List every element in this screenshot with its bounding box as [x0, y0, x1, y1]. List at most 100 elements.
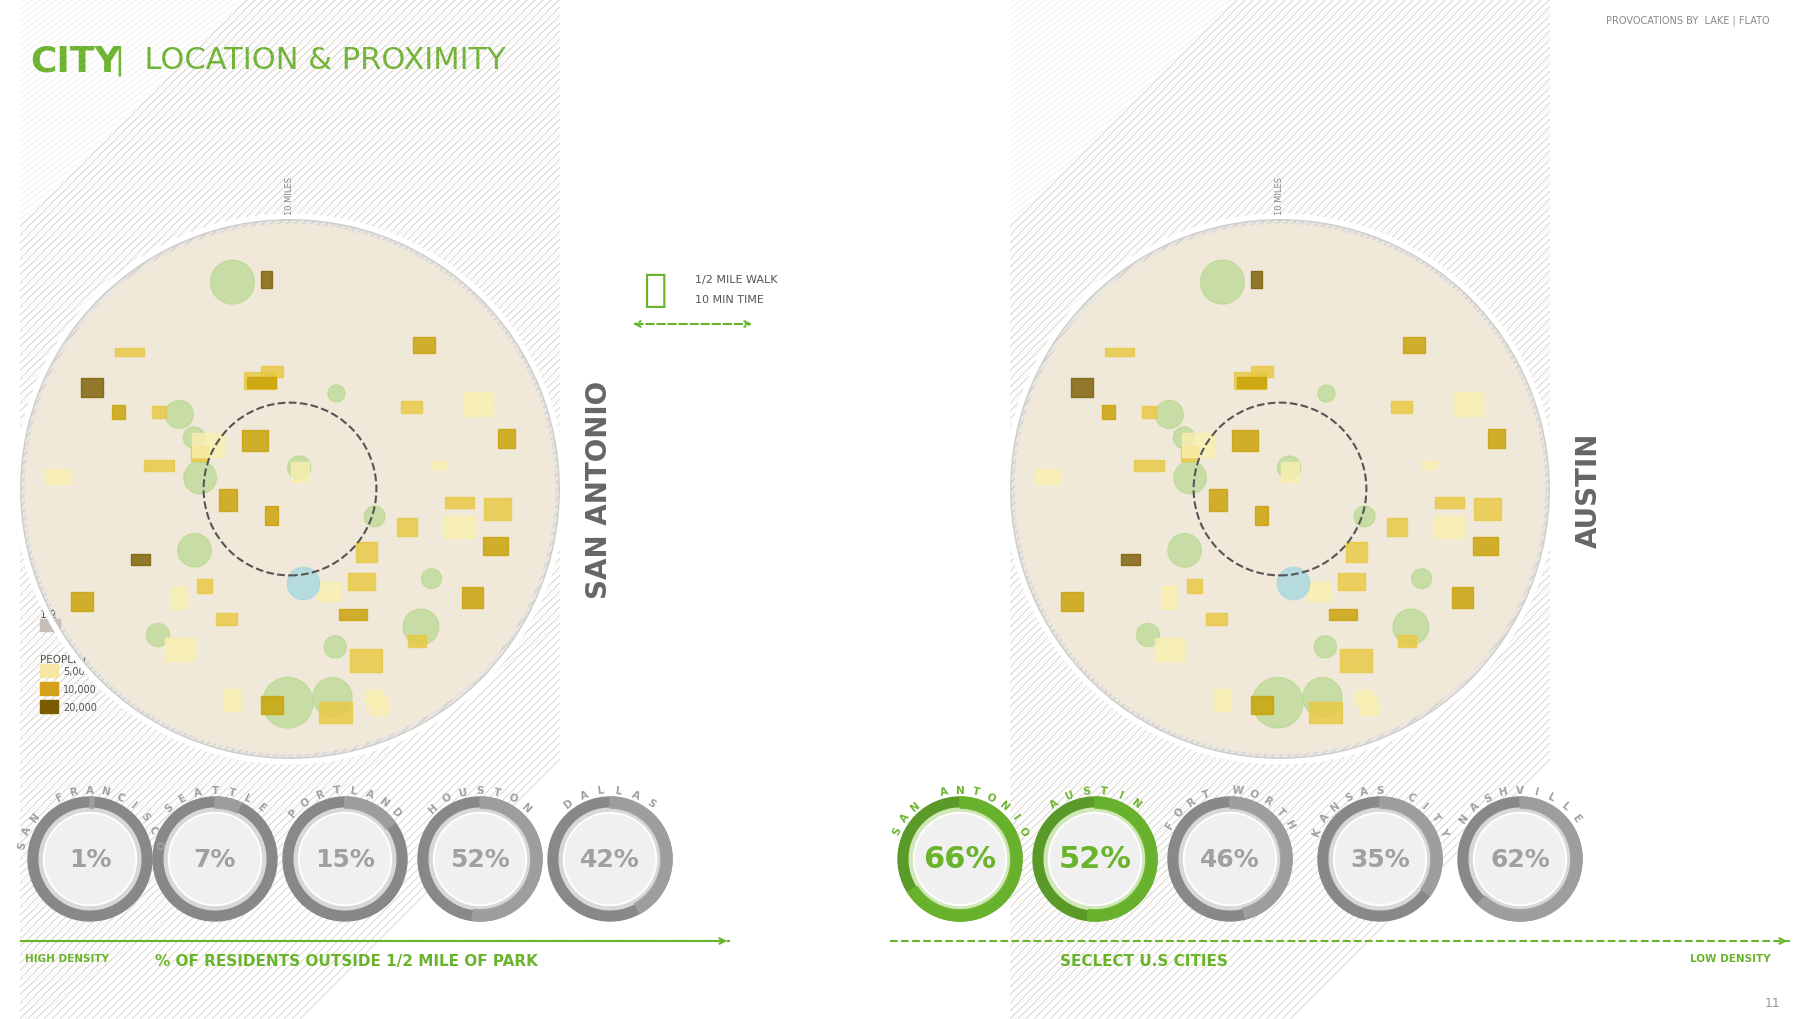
FancyBboxPatch shape — [1391, 401, 1413, 413]
Text: I: I — [1118, 790, 1125, 800]
Circle shape — [565, 814, 655, 904]
Circle shape — [153, 797, 277, 921]
Circle shape — [1156, 401, 1183, 429]
Text: % OF RESIDENTS OUTSIDE 1/2 MILE OF PARK: % OF RESIDENTS OUTSIDE 1/2 MILE OF PARK — [155, 953, 538, 968]
Text: P: P — [288, 807, 299, 819]
Text: D: D — [391, 806, 403, 819]
Circle shape — [43, 813, 137, 906]
Circle shape — [20, 220, 560, 759]
Text: I: I — [1420, 801, 1429, 811]
Text: N: N — [956, 785, 965, 795]
FancyBboxPatch shape — [1337, 573, 1364, 590]
Text: I: I — [1010, 813, 1021, 821]
Circle shape — [1015, 225, 1544, 754]
Circle shape — [1303, 678, 1343, 717]
Text: 10,000: 10,000 — [63, 685, 97, 694]
Text: HIGH DENSITY: HIGH DENSITY — [25, 953, 110, 963]
Circle shape — [418, 797, 542, 921]
FancyBboxPatch shape — [1422, 461, 1436, 470]
Text: L: L — [1559, 801, 1571, 812]
Circle shape — [1010, 220, 1550, 759]
Text: L: L — [243, 792, 252, 804]
FancyBboxPatch shape — [112, 406, 124, 420]
Circle shape — [563, 813, 657, 906]
FancyBboxPatch shape — [1454, 393, 1481, 416]
Text: O: O — [1017, 825, 1030, 837]
Circle shape — [1334, 813, 1426, 906]
Circle shape — [288, 568, 320, 600]
Circle shape — [164, 808, 266, 910]
Circle shape — [1278, 457, 1301, 480]
Circle shape — [166, 401, 193, 429]
FancyBboxPatch shape — [261, 367, 283, 377]
Text: 52%: 52% — [1058, 845, 1132, 873]
Circle shape — [263, 678, 313, 729]
Text: A: A — [364, 788, 374, 800]
FancyBboxPatch shape — [356, 542, 376, 562]
FancyBboxPatch shape — [1035, 470, 1062, 485]
Circle shape — [1136, 624, 1159, 647]
Polygon shape — [907, 797, 1022, 921]
Circle shape — [29, 797, 151, 921]
FancyBboxPatch shape — [1251, 367, 1273, 377]
FancyBboxPatch shape — [443, 517, 473, 539]
Text: T: T — [227, 786, 236, 798]
Text: T: T — [1201, 788, 1211, 800]
Text: 10 MILES: 10 MILES — [1276, 177, 1285, 215]
FancyBboxPatch shape — [445, 498, 473, 508]
FancyBboxPatch shape — [223, 689, 241, 711]
Text: O: O — [153, 840, 164, 850]
Text: V: V — [1516, 785, 1525, 795]
Text: L: L — [598, 785, 605, 796]
FancyBboxPatch shape — [261, 271, 272, 289]
Text: A: A — [193, 786, 203, 798]
FancyBboxPatch shape — [261, 696, 283, 714]
Text: A: A — [22, 824, 32, 836]
Text: U: U — [1064, 789, 1075, 801]
Text: 15%: 15% — [315, 847, 374, 871]
Circle shape — [1476, 814, 1564, 904]
FancyBboxPatch shape — [1472, 538, 1498, 555]
Text: O: O — [299, 795, 313, 808]
Polygon shape — [90, 797, 94, 808]
Text: 11: 11 — [1764, 996, 1780, 1009]
Text: T: T — [491, 786, 502, 798]
FancyBboxPatch shape — [1309, 583, 1330, 601]
Text: N: N — [378, 795, 391, 808]
Polygon shape — [346, 797, 396, 829]
Circle shape — [1051, 814, 1139, 904]
FancyBboxPatch shape — [1143, 407, 1156, 418]
Text: N: N — [101, 786, 112, 798]
Text: F: F — [1165, 819, 1175, 830]
Circle shape — [1168, 534, 1201, 568]
Text: PEOPLE / SQ. MI: PEOPLE / SQ. MI — [40, 654, 122, 664]
FancyBboxPatch shape — [1309, 702, 1341, 723]
Circle shape — [1044, 808, 1147, 910]
Text: S: S — [162, 801, 175, 814]
Circle shape — [1458, 797, 1582, 921]
Text: E: E — [256, 802, 268, 814]
FancyBboxPatch shape — [371, 698, 387, 715]
Text: 20,000: 20,000 — [63, 702, 97, 712]
Circle shape — [40, 808, 140, 910]
FancyBboxPatch shape — [1251, 271, 1262, 289]
Text: R: R — [1262, 795, 1274, 808]
FancyBboxPatch shape — [1341, 649, 1372, 673]
Circle shape — [184, 428, 205, 449]
Circle shape — [171, 814, 259, 904]
Text: OUTSIDE: OUTSIDE — [65, 621, 108, 631]
Text: C: C — [115, 791, 126, 803]
FancyBboxPatch shape — [1328, 609, 1357, 620]
Circle shape — [1328, 808, 1431, 910]
FancyBboxPatch shape — [1433, 517, 1463, 539]
Circle shape — [313, 678, 353, 717]
FancyBboxPatch shape — [1435, 498, 1463, 508]
FancyBboxPatch shape — [499, 430, 515, 448]
Circle shape — [328, 385, 346, 403]
Text: A: A — [1359, 786, 1370, 798]
Circle shape — [324, 636, 346, 658]
FancyBboxPatch shape — [1489, 430, 1505, 448]
FancyBboxPatch shape — [463, 588, 482, 608]
FancyBboxPatch shape — [1121, 554, 1139, 566]
Circle shape — [288, 457, 311, 480]
